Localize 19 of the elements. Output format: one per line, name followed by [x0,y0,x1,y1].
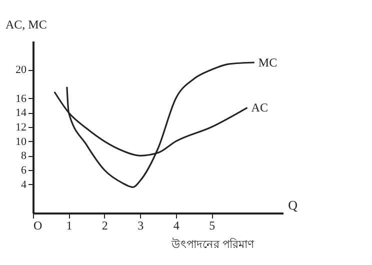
x-tick-label: 5 [209,218,216,232]
y-tick-label: 6 [21,164,27,176]
y-tick-label: 20 [16,64,27,76]
y-tick-label: 12 [16,122,26,134]
x-tick-label: 2 [102,218,108,232]
y-axis-title: AC, MC [6,18,47,32]
x-tick-label: 3 [138,218,144,232]
y-tick-label: 10 [16,136,27,148]
y-tick-label: 14 [16,107,27,120]
series-label: AC [251,100,268,115]
series-label: MC [258,56,278,70]
x-tick-label: 4 [173,218,180,232]
x-tick-label: 1 [66,218,72,232]
text: উৎপাদনের পরিমাণ [170,238,255,251]
x-axis-title: Q [288,198,298,212]
y-tick-label: 8 [21,150,27,162]
x-tick-label: O [34,218,42,232]
y-tick-label: 4 [21,178,27,191]
y-tick-label: 16 [16,92,27,105]
